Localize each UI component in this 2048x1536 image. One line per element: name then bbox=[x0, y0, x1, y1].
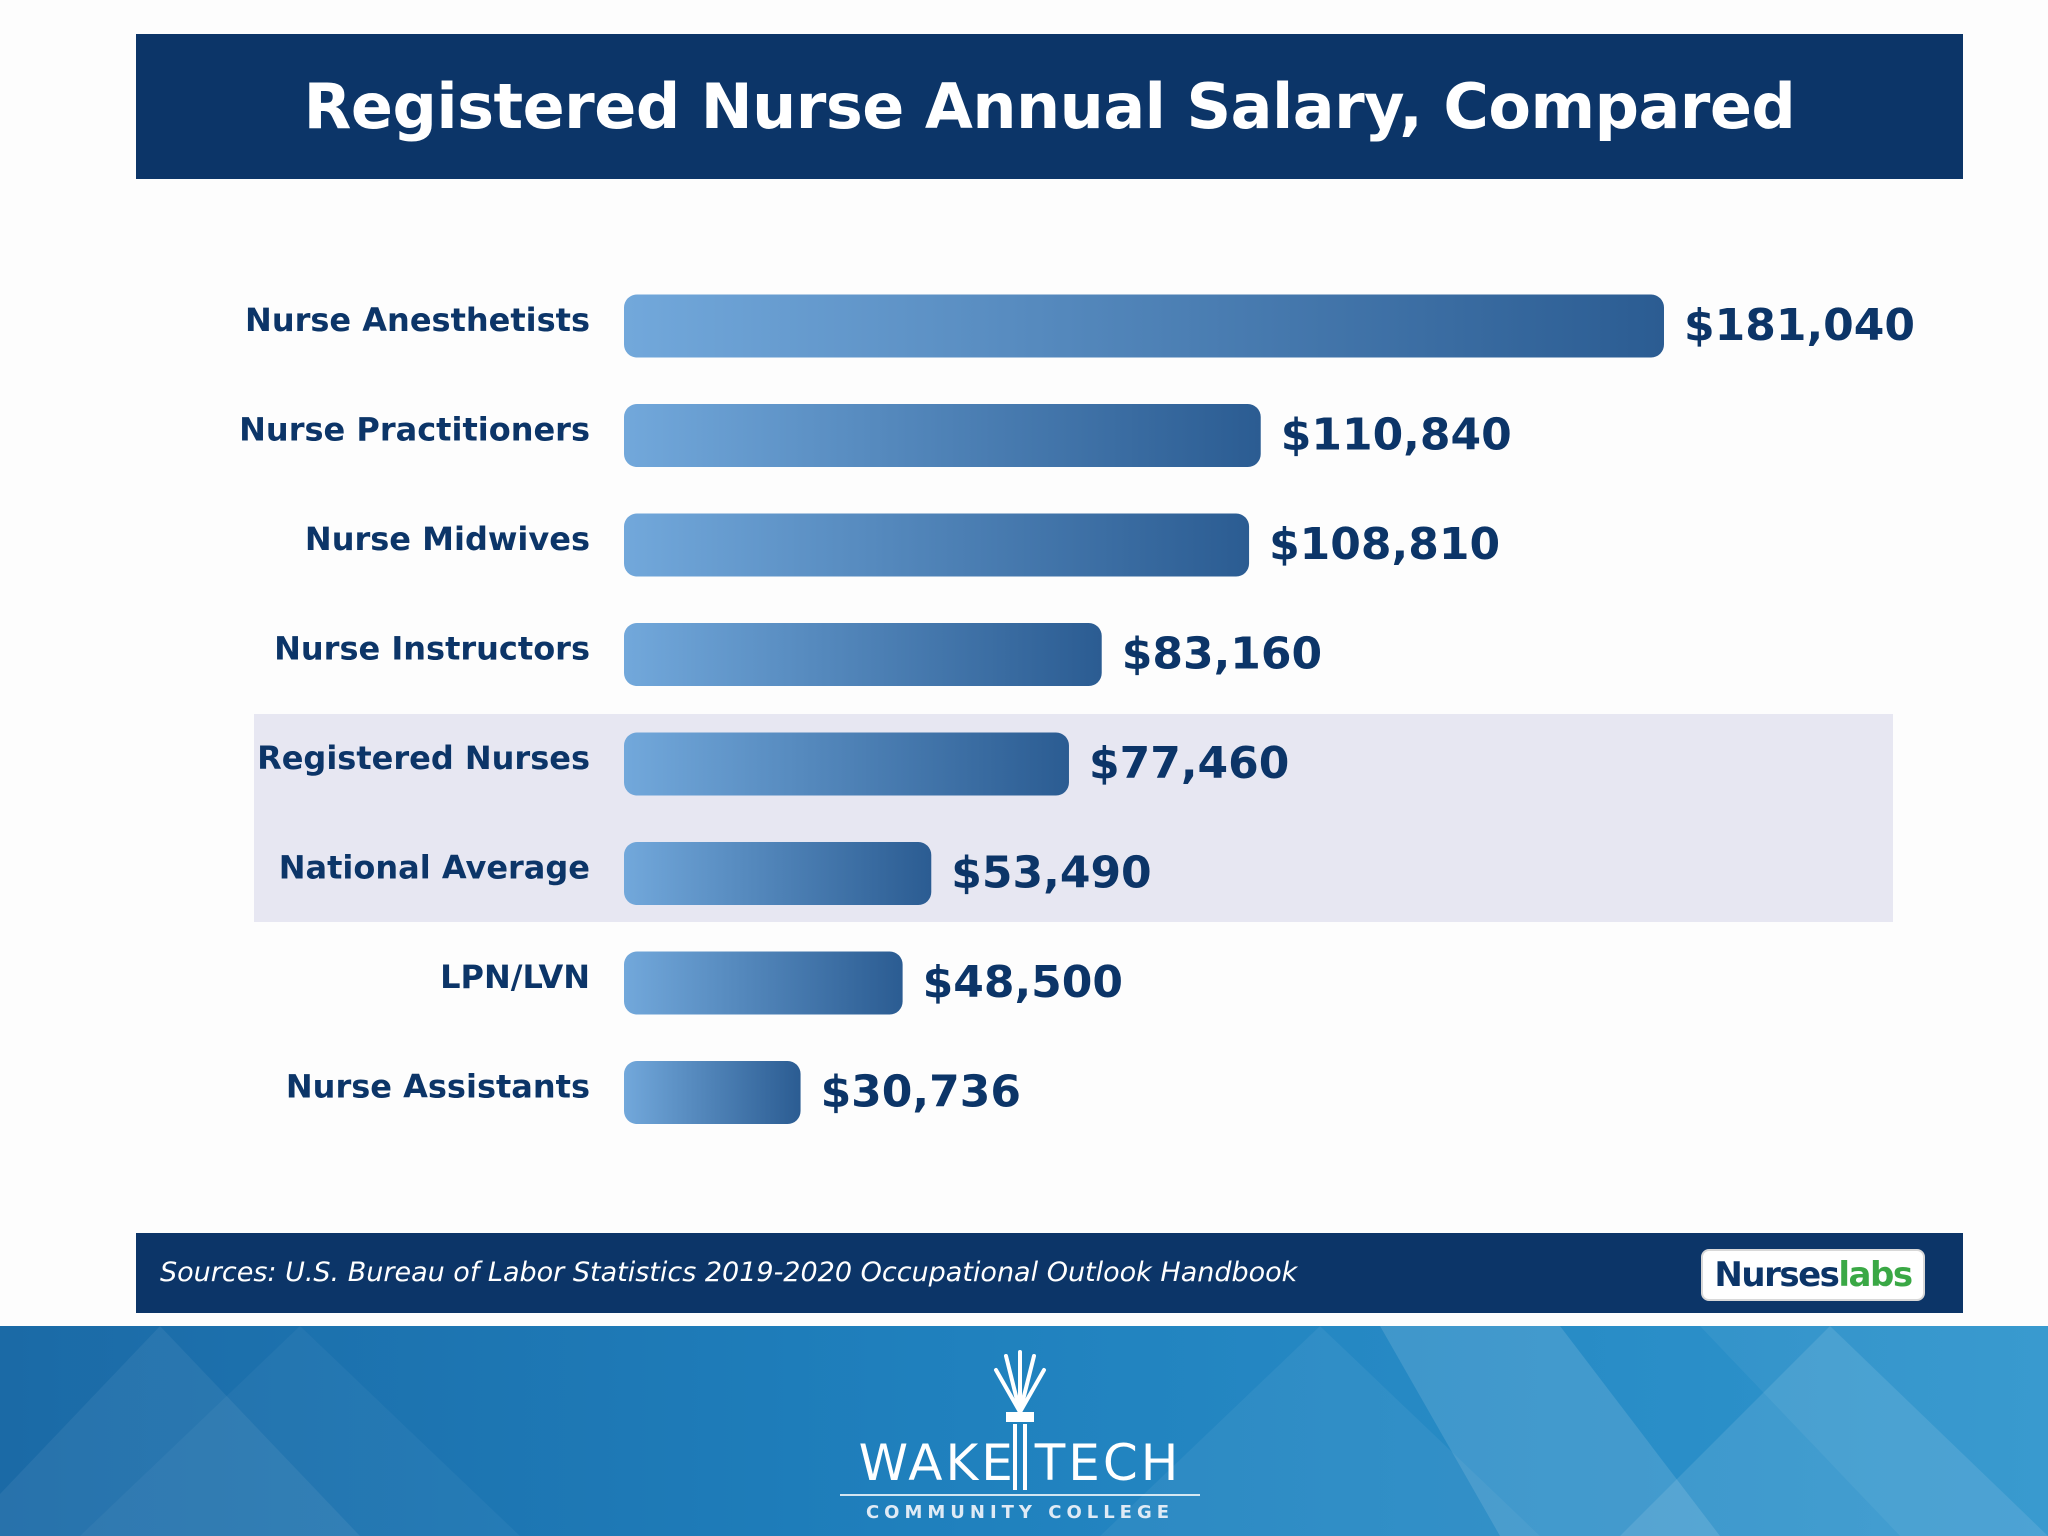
category-label-nurse-practitioners: Nurse Practitioners bbox=[239, 411, 590, 449]
value-label-registered-nurses: $77,460 bbox=[1089, 738, 1289, 789]
logo-text-nurses: Nurses bbox=[1714, 1255, 1839, 1295]
title-banner: Registered Nurse Annual Salary, Compared bbox=[136, 34, 1963, 179]
value-label-nurse-assistants: $30,736 bbox=[821, 1067, 1021, 1118]
college-name: WAKE TECH bbox=[858, 1434, 1182, 1492]
college-logo: WAKE TECH COMMUNITY COLLEGE bbox=[820, 1342, 1220, 1532]
source-text: Sources: U.S. Bureau of Labor Statistics… bbox=[160, 1257, 1298, 1288]
bar-national-average bbox=[624, 842, 932, 905]
bar-nurse-anesthetists bbox=[624, 294, 1664, 358]
value-label-national-average: $53,490 bbox=[951, 848, 1151, 899]
college-banner: WAKE TECH COMMUNITY COLLEGE bbox=[0, 1326, 2048, 1536]
highlight-band bbox=[254, 714, 1893, 922]
background-triangles bbox=[0, 1326, 2048, 1536]
value-label-lpn-lvn: $48,500 bbox=[923, 957, 1123, 1008]
category-label-nurse-midwives: Nurse Midwives bbox=[305, 520, 590, 558]
bar-chart: Nurse Anesthetists $181,040 Nurse Practiti… bbox=[239, 294, 1915, 1124]
college-subtitle: COMMUNITY COLLEGE bbox=[865, 1502, 1175, 1523]
chart-title: Registered Nurse Annual Salary, Compared bbox=[303, 70, 1796, 143]
logo-text-labs: labs bbox=[1838, 1255, 1913, 1295]
nurseslabs-logo: Nurses labs bbox=[1701, 1249, 1925, 1301]
salary-infographic: Registered Nurse Annual Salary, Compared… bbox=[136, 34, 1963, 1313]
bar-nurse-midwives bbox=[624, 513, 1250, 577]
category-label-nurse-anesthetists: Nurse Anesthetists bbox=[245, 301, 590, 339]
footer-banner: Sources: U.S. Bureau of Labor Statistics… bbox=[136, 1233, 1963, 1313]
category-label-national-average: National Average bbox=[279, 849, 590, 887]
category-label-nurse-instructors: Nurse Instructors bbox=[274, 630, 590, 668]
value-label-nurse-midwives: $108,810 bbox=[1269, 519, 1500, 570]
bar-registered-nurses bbox=[624, 732, 1069, 796]
value-label-nurse-practitioners: $110,840 bbox=[1281, 410, 1512, 461]
torch-icon bbox=[840, 1350, 1200, 1496]
value-label-nurse-instructors: $83,160 bbox=[1122, 629, 1322, 680]
value-label-nurse-anesthetists: $181,040 bbox=[1684, 300, 1915, 351]
bar-nurse-assistants bbox=[624, 1061, 801, 1124]
bar-lpn-lvn bbox=[624, 951, 903, 1015]
bar-nurse-practitioners bbox=[624, 404, 1261, 467]
category-label-registered-nurses: Registered Nurses bbox=[257, 739, 590, 777]
category-label-nurse-assistants: Nurse Assistants bbox=[286, 1068, 590, 1106]
bar-nurse-instructors bbox=[624, 623, 1102, 686]
category-label-lpn-lvn: LPN/LVN bbox=[440, 958, 590, 996]
